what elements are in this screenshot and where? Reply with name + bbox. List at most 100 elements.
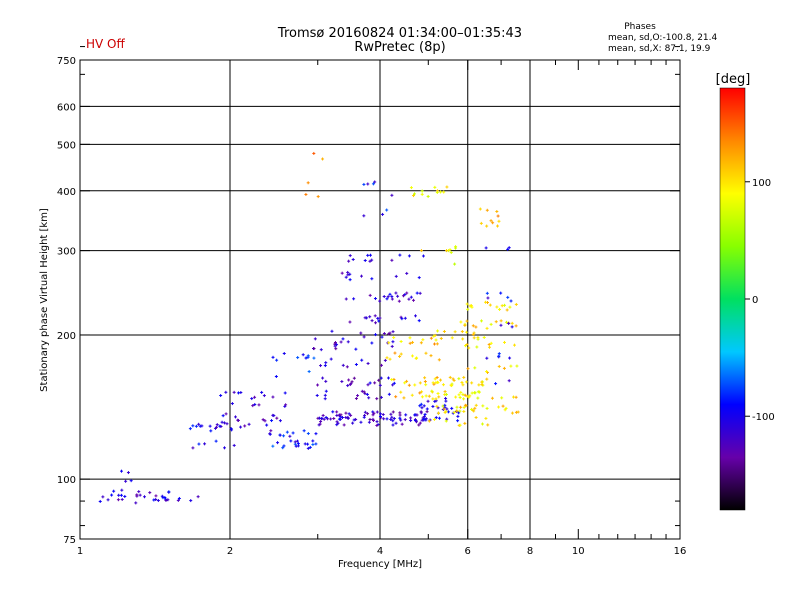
echo-point xyxy=(379,376,383,380)
echo-point xyxy=(470,381,474,385)
echo-point xyxy=(378,412,382,416)
echo-point xyxy=(499,319,503,323)
echo-point xyxy=(436,329,440,333)
echo-point xyxy=(134,501,138,505)
echo-point xyxy=(351,258,355,262)
echo-point xyxy=(443,390,447,394)
echo-point xyxy=(496,214,500,218)
echo-point xyxy=(515,364,519,368)
echo-point xyxy=(380,363,384,367)
echo-point xyxy=(167,490,171,494)
echo-point xyxy=(348,278,352,282)
echo-point xyxy=(424,418,428,422)
echo-point xyxy=(203,442,207,446)
echo-point xyxy=(335,410,339,414)
echo-point xyxy=(431,404,435,408)
echo-point xyxy=(283,391,287,395)
echo-point xyxy=(494,320,498,324)
echo-point xyxy=(166,498,170,502)
echo-point xyxy=(422,417,426,421)
echo-point xyxy=(366,253,370,257)
echo-point xyxy=(418,291,422,295)
echo-point xyxy=(376,316,380,320)
echo-point xyxy=(442,190,446,194)
echo-point xyxy=(399,390,403,394)
echo-point xyxy=(119,493,123,497)
echo-point xyxy=(467,395,471,399)
echo-point xyxy=(296,356,300,360)
echo-point xyxy=(509,364,513,368)
echo-point xyxy=(284,403,288,407)
echo-point xyxy=(485,370,489,374)
echo-point xyxy=(257,403,261,407)
echo-point xyxy=(221,414,225,418)
echo-point xyxy=(485,224,489,228)
echo-point xyxy=(473,366,477,370)
echo-point xyxy=(505,308,509,312)
echo-point xyxy=(465,302,469,306)
echo-point xyxy=(363,392,367,396)
echo-point xyxy=(461,337,465,341)
x-tick-label: 1 xyxy=(77,546,83,557)
phases-heading: Phases xyxy=(624,22,656,32)
echo-point xyxy=(489,219,493,223)
echo-point xyxy=(463,403,467,407)
echo-point xyxy=(391,410,395,414)
echo-point xyxy=(247,422,251,426)
echo-point xyxy=(514,302,518,306)
echo-point xyxy=(439,336,443,340)
echo-point xyxy=(366,412,370,416)
echo-point xyxy=(344,297,348,301)
echo-point xyxy=(465,394,469,398)
echo-point xyxy=(354,417,358,421)
echo-point xyxy=(480,380,484,384)
echo-point xyxy=(473,406,477,410)
echo-point xyxy=(239,425,243,429)
echo-point xyxy=(435,376,439,380)
echo-point xyxy=(347,259,351,263)
echo-point xyxy=(434,416,438,420)
echo-point xyxy=(442,407,446,411)
echo-point xyxy=(425,407,429,411)
echo-point xyxy=(460,380,464,384)
echo-point xyxy=(308,445,312,449)
echo-point xyxy=(482,335,486,339)
echo-point xyxy=(390,295,394,299)
echo-point xyxy=(274,375,278,379)
echo-point xyxy=(373,381,377,385)
echo-point xyxy=(423,376,427,380)
echo-point xyxy=(458,423,462,427)
echo-point xyxy=(288,434,292,438)
echo-point xyxy=(463,344,467,348)
chart-title-line1: Tromsø 20160824 01:34:00–01:35:43 xyxy=(277,26,523,41)
echo-point xyxy=(420,395,424,399)
colorbar-unit-label: [deg] xyxy=(716,72,751,87)
echo-point xyxy=(253,403,257,407)
echo-point xyxy=(281,446,285,450)
echo-point xyxy=(498,307,502,311)
echo-point xyxy=(224,412,228,416)
echo-point xyxy=(306,446,310,450)
x-axis-label: Frequency [MHz] xyxy=(338,559,422,570)
echo-point xyxy=(215,423,219,427)
y-tick-label: 500 xyxy=(57,140,76,151)
echo-point xyxy=(464,380,468,384)
echo-point xyxy=(510,321,514,325)
echo-point xyxy=(391,423,395,427)
echo-point xyxy=(437,416,441,420)
echo-point xyxy=(208,424,212,428)
echo-point xyxy=(435,190,439,194)
echo-point xyxy=(363,316,367,320)
echo-point xyxy=(434,397,438,401)
echo-point xyxy=(481,404,485,408)
echo-point xyxy=(397,299,401,303)
x-tick-label: 8 xyxy=(527,546,533,557)
echo-point xyxy=(346,416,350,420)
echo-point xyxy=(417,276,421,280)
echo-point xyxy=(391,419,395,423)
echo-point xyxy=(436,392,440,396)
echo-point xyxy=(390,344,394,348)
echo-point xyxy=(370,258,374,262)
echo-point xyxy=(312,151,316,155)
echo-point xyxy=(368,381,372,385)
